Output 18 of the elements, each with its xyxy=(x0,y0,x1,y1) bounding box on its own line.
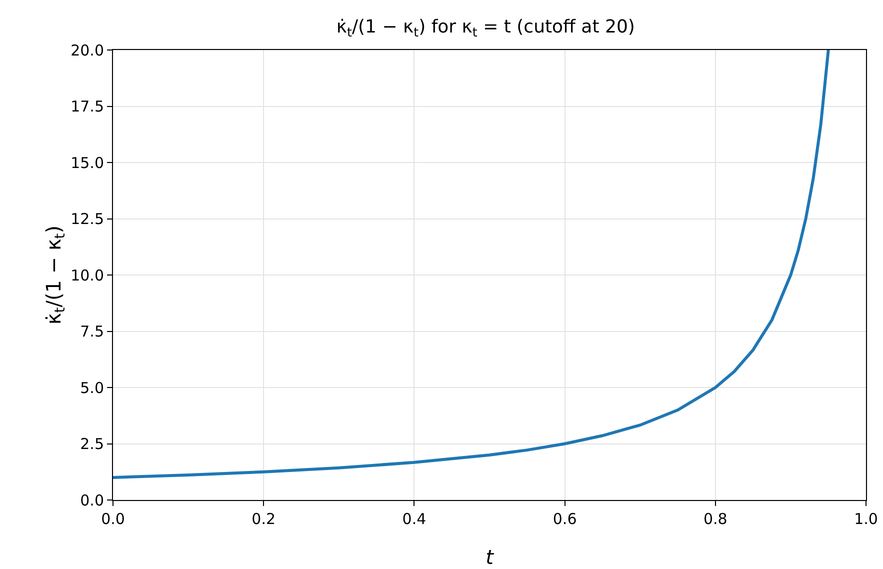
y-tick-label: 2.5 xyxy=(80,435,104,453)
line-series xyxy=(113,50,830,479)
x-tick-label: 0.0 xyxy=(101,510,125,528)
y-tick-label: 15.0 xyxy=(70,154,104,172)
x-tick-label: 0.6 xyxy=(552,510,577,528)
y-tick-label: 12.5 xyxy=(70,210,104,228)
y-tick-label: 10.0 xyxy=(70,266,104,284)
x-tick-label: 0.8 xyxy=(703,510,728,528)
x-tick-label: 1.0 xyxy=(854,510,878,528)
x-tick-label: 0.2 xyxy=(252,510,276,528)
x-tick-label: 0.4 xyxy=(402,510,426,528)
chart-title: κ̇$_{t}$/(1 − κ$_{t}$) for κ$_{t}$ = t (cutoff at 20) xyxy=(336,16,635,40)
x-axis-title: t xyxy=(486,545,495,569)
y-tick-label: 20.0 xyxy=(70,41,104,60)
y-tick-label: 5.0 xyxy=(80,378,104,397)
y-tick-label: 17.5 xyxy=(70,98,104,116)
y-tick-label: 7.5 xyxy=(80,322,104,340)
y-tick-label: 0.0 xyxy=(80,491,104,510)
